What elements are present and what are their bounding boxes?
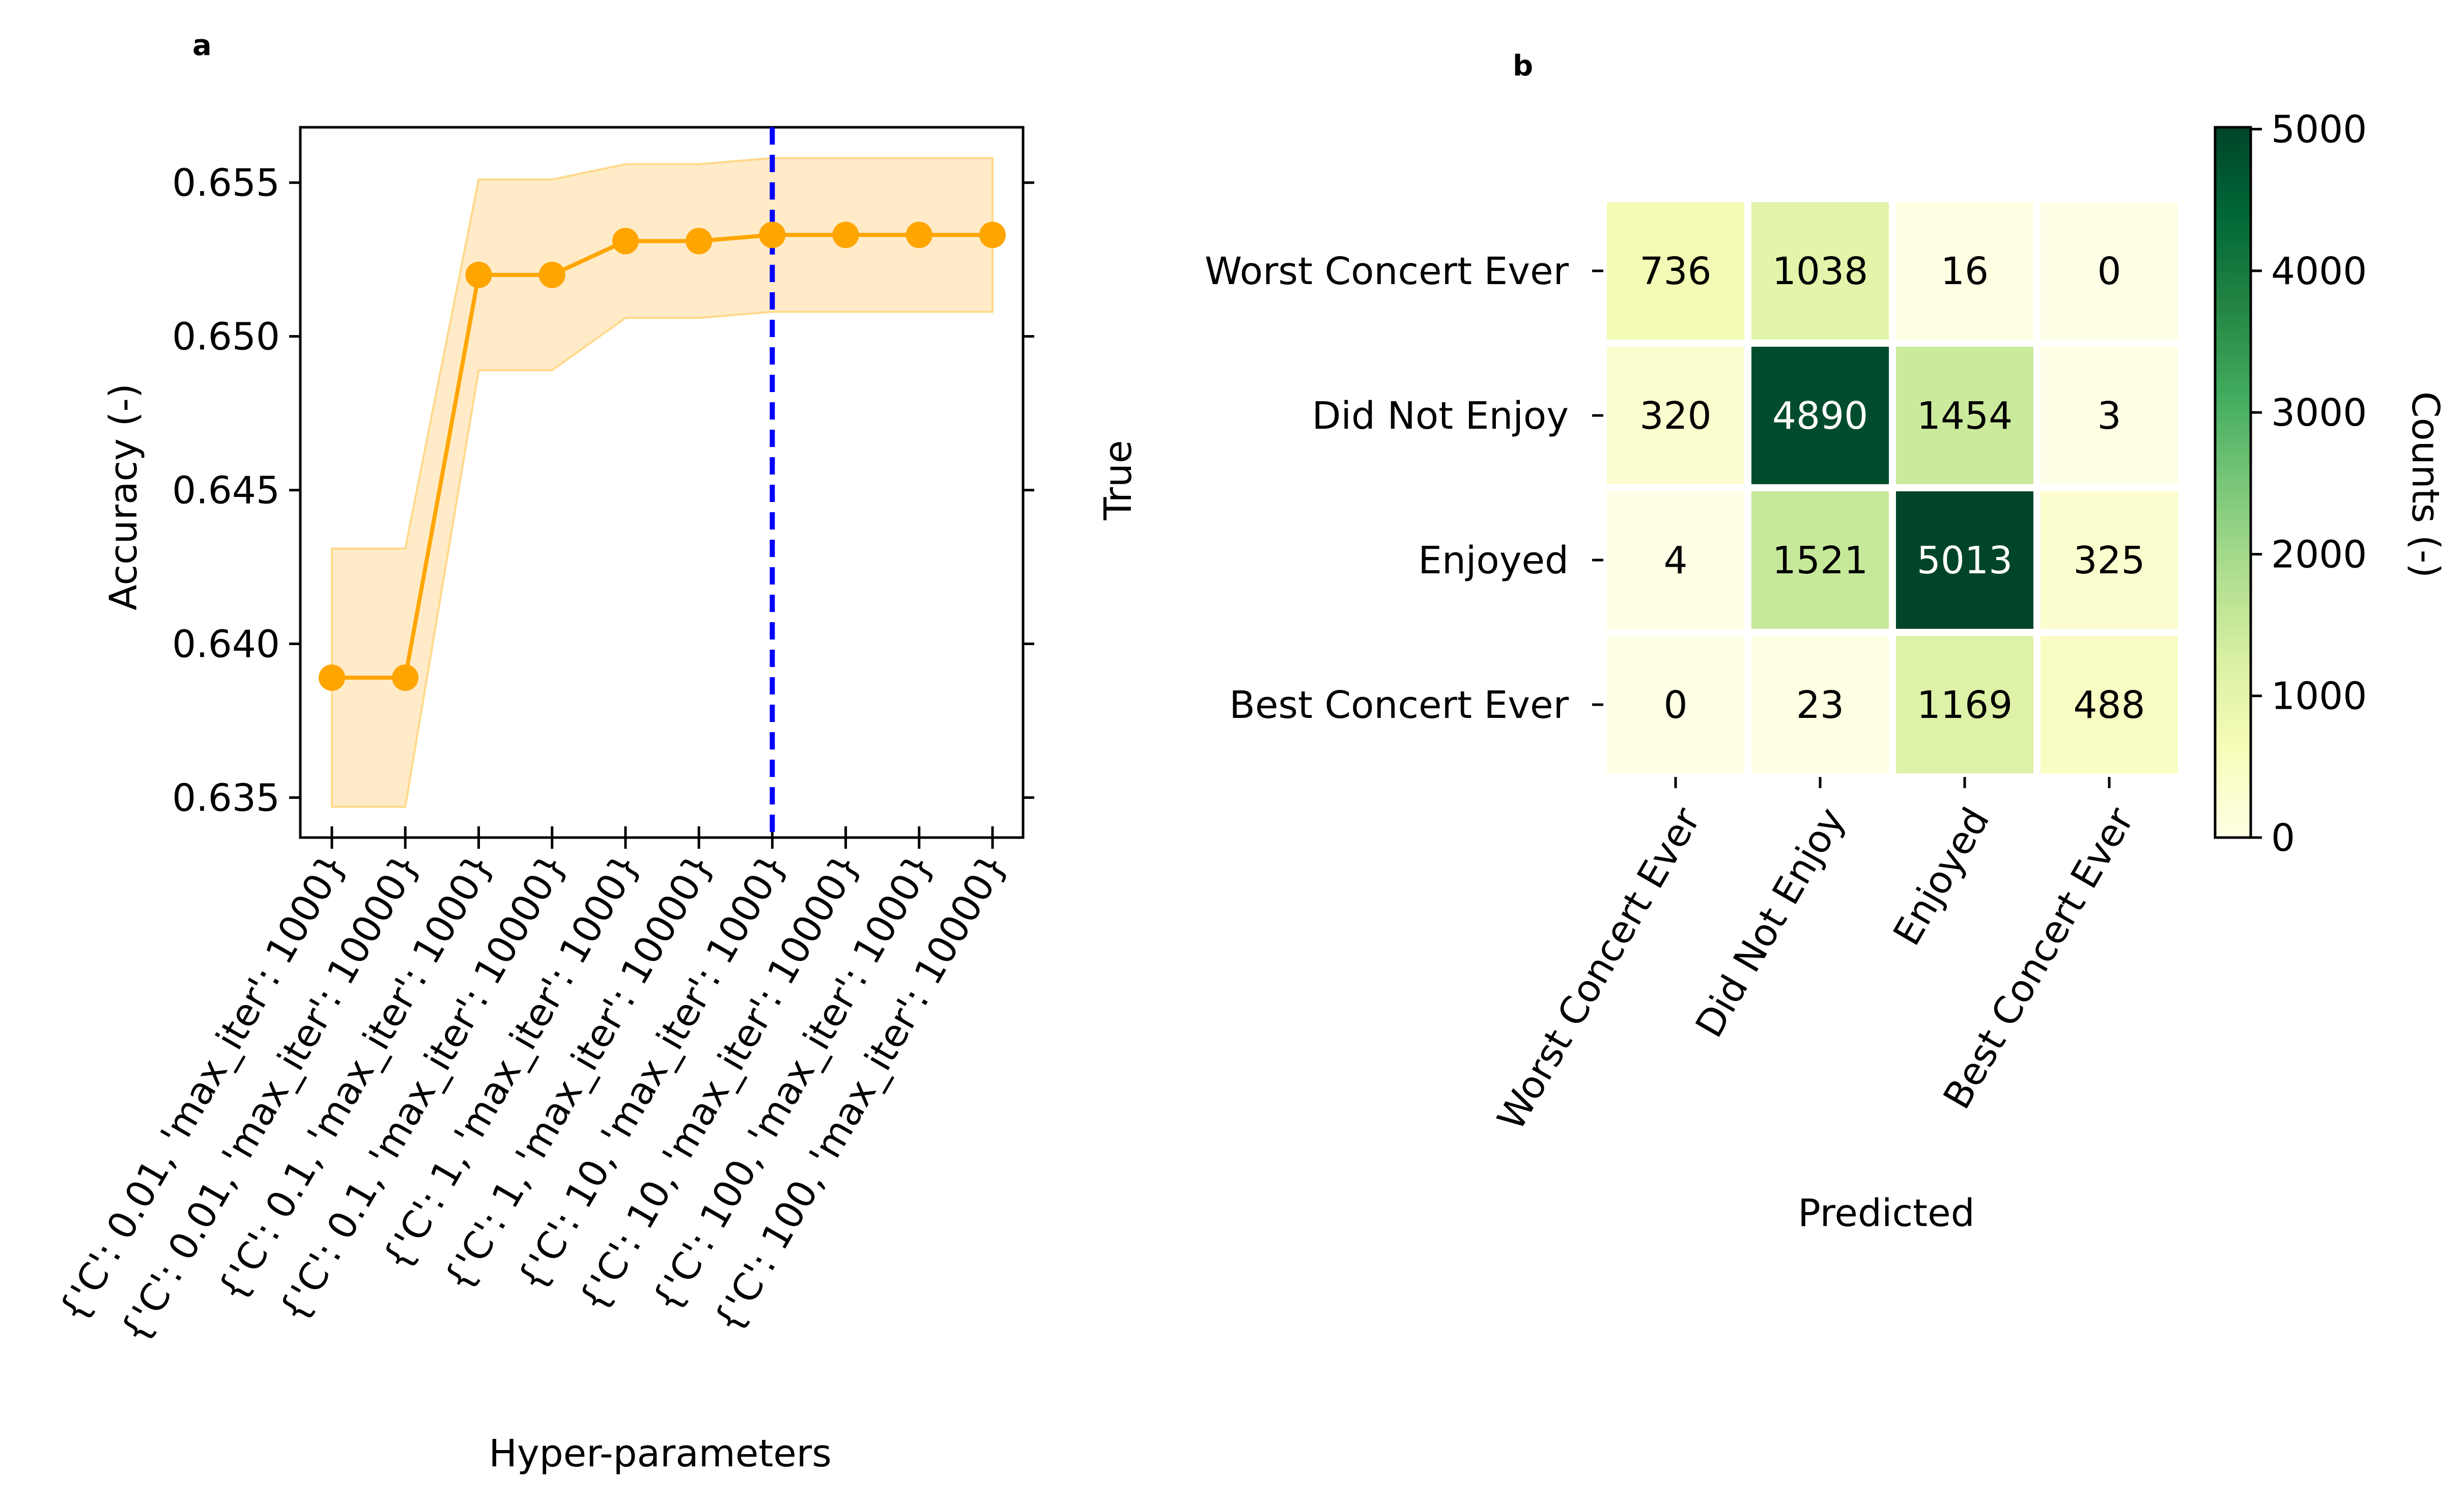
accuracy-line bbox=[332, 233, 993, 680]
accuracy-x-axis-title: Hyper-parameters bbox=[489, 1432, 832, 1476]
accuracy-axes-box bbox=[299, 126, 1025, 839]
confusion-cell bbox=[1744, 484, 1896, 636]
confusion-matrix-chart: b 736 1038 16 0 320 4890 1454 3 4 1521 5013 325 0 23 1… bbox=[1096, 49, 2447, 1235]
colorbar-gradient bbox=[2214, 126, 2252, 839]
panel-b-letter: b bbox=[1513, 49, 1533, 82]
colorbar-tick-label: 3000 bbox=[2271, 391, 2367, 435]
true-class-label: Worst Concert Ever bbox=[1205, 249, 1569, 293]
predicted-class-label: Enjoyed bbox=[1885, 800, 1998, 953]
confusion-cell bbox=[1744, 195, 1896, 347]
true-class-label: Best Concert Ever bbox=[1229, 683, 1569, 727]
accuracy-std-band bbox=[331, 157, 994, 808]
colorbar-tick-label: 1000 bbox=[2271, 675, 2367, 718]
accuracy-point bbox=[979, 221, 1006, 248]
colorbar-tick-label: 2000 bbox=[2271, 533, 2367, 576]
confusion-cell-value: 1038 bbox=[1772, 249, 1868, 293]
accuracy-point bbox=[759, 221, 786, 248]
colorbar-label: Counts (-) bbox=[2403, 392, 2447, 578]
confusion-cell-value: 1454 bbox=[1917, 394, 2013, 438]
predicted-class-label: Did Not Enjoy bbox=[1687, 800, 1854, 1045]
y-tick-label: 0.655 bbox=[172, 161, 280, 205]
accuracy-point bbox=[539, 261, 565, 288]
confusion-cell-value: 23 bbox=[1796, 683, 1844, 727]
accuracy-point bbox=[832, 221, 859, 248]
accuracy-y-ticks: 0.635 0.640 0.645 0.650 0.655 bbox=[172, 161, 1034, 820]
confusion-cell-value: 736 bbox=[1639, 249, 1711, 293]
y-tick-label: 0.645 bbox=[172, 469, 280, 513]
confusion-cell-value: 0 bbox=[2097, 249, 2121, 293]
colorbar-tick-label: 5000 bbox=[2271, 108, 2367, 152]
accuracy-point bbox=[612, 228, 639, 255]
colorbar: 0 1000 2000 3000 4000 5000 bbox=[2214, 108, 2367, 860]
confusion-cell bbox=[1744, 340, 1896, 491]
confusion-cell-value: 1169 bbox=[1917, 683, 2013, 727]
confusion-cell-value: 5013 bbox=[1917, 539, 2013, 582]
x-tick-label: {'C': 0.01, 'max_iter': 10000} bbox=[112, 846, 429, 1350]
y-tick-label: 0.650 bbox=[172, 315, 280, 359]
confusion-cell-value: 1521 bbox=[1772, 539, 1868, 582]
panel-a-letter: a bbox=[192, 29, 212, 62]
accuracy-point bbox=[392, 664, 419, 691]
y-tick-label: 0.635 bbox=[172, 776, 280, 820]
accuracy-y-axis-title: Accuracy (-) bbox=[102, 383, 146, 610]
accuracy-point bbox=[905, 221, 932, 248]
accuracy-point bbox=[465, 261, 492, 288]
accuracy-plot-frame bbox=[299, 126, 1025, 839]
confusion-cell bbox=[2033, 340, 2185, 491]
accuracy-point bbox=[319, 664, 345, 691]
true-class-labels: Worst Concert Ever Did Not Enjoy Enjoyed Be… bbox=[1205, 249, 1603, 727]
y-tick-label: 0.640 bbox=[172, 623, 280, 666]
colorbar-tick-label: 0 bbox=[2271, 816, 2295, 860]
confusion-x-axis-title: Predicted bbox=[1798, 1191, 1974, 1235]
accuracy-series bbox=[319, 127, 1006, 838]
accuracy-point bbox=[686, 228, 713, 255]
hyperparameter-x-ticks: {'C': 0.01, 'max_iter': 1000}{'C': 0.01,… bbox=[50, 826, 1016, 1350]
confusion-matrix-cells: 736 1038 16 0 320 4890 1454 3 4 1521 5013 325 0 23 116… bbox=[1600, 195, 2185, 781]
true-class-label: Did Not Enjoy bbox=[1312, 394, 1569, 438]
confusion-cell-value: 3 bbox=[2097, 394, 2121, 438]
confusion-cell-value: 320 bbox=[1639, 394, 1711, 438]
true-class-label: Enjoyed bbox=[1418, 539, 1569, 582]
confusion-cell-value: 16 bbox=[1941, 249, 1989, 293]
confusion-cell-value: 488 bbox=[2073, 683, 2145, 727]
colorbar-tick-label: 4000 bbox=[2271, 249, 2367, 293]
confusion-cell-value: 4890 bbox=[1772, 394, 1868, 438]
confusion-y-axis-title: True bbox=[1096, 440, 1140, 520]
confusion-cell-value: 4 bbox=[1663, 539, 1687, 582]
accuracy-line-chart: a 0.635 0.640 0.645 0.650 0.655 {'C': 0.01, … bbox=[50, 29, 1034, 1476]
predicted-class-label: Worst Concert Ever bbox=[1489, 800, 1709, 1138]
confusion-cell-value: 325 bbox=[2073, 539, 2145, 582]
confusion-cell-value: 0 bbox=[1663, 683, 1687, 727]
accuracy-band-layer bbox=[331, 157, 994, 808]
